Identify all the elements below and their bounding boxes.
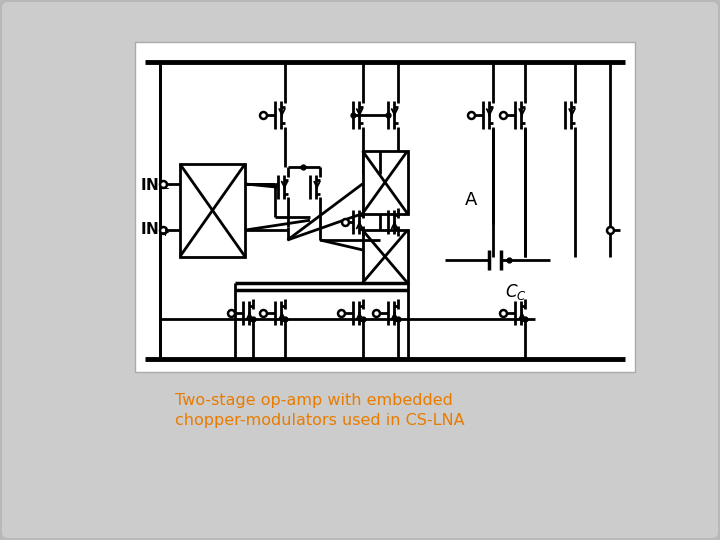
Bar xyxy=(362,151,408,214)
Text: A: A xyxy=(465,191,477,210)
Text: Two-stage op-amp with embedded: Two-stage op-amp with embedded xyxy=(175,393,453,408)
Bar xyxy=(180,164,245,256)
Text: IN$_+$: IN$_+$ xyxy=(140,221,171,239)
Text: IN$_-$: IN$_-$ xyxy=(140,177,171,191)
Bar xyxy=(362,230,408,283)
Bar xyxy=(135,42,635,372)
Text: $C_C$: $C_C$ xyxy=(505,282,527,302)
Text: chopper-modulators used in CS-LNA: chopper-modulators used in CS-LNA xyxy=(175,413,464,428)
